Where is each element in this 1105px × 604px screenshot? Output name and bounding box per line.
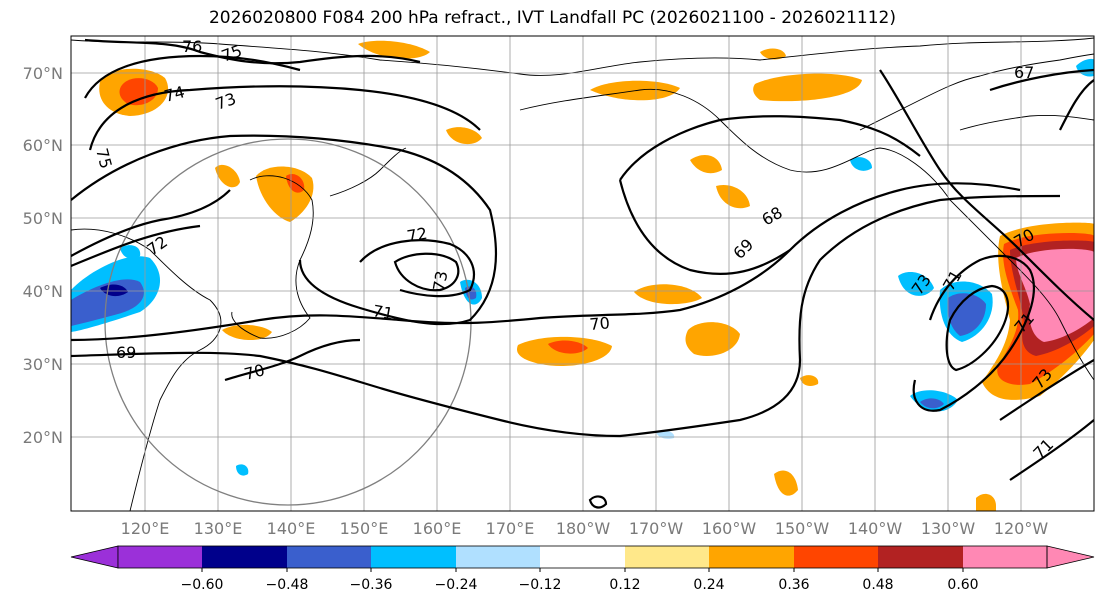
- lat-label: 50°N: [23, 209, 63, 228]
- lon-label: 160°E: [413, 519, 462, 538]
- lon-label: 180°W: [556, 519, 611, 538]
- colorbar-bin: [794, 546, 878, 568]
- lon-label: 130°E: [194, 519, 243, 538]
- lat-label: 20°N: [23, 428, 63, 447]
- map-frame: [70, 35, 1095, 512]
- graticule: [71, 36, 1094, 511]
- contour-label: 76: [182, 37, 202, 56]
- colorbar-tick-label: −0.12: [519, 577, 562, 593]
- colorbar-tick-label: −0.24: [435, 577, 478, 593]
- colorbar-tick-label: −0.48: [266, 577, 309, 593]
- colorbar-bin: [287, 546, 371, 568]
- map-area: 76 75 74 73 75 72 72 73 71 69 70 70 68 6…: [71, 36, 1094, 511]
- contour-label: 74: [162, 82, 187, 106]
- lon-label: 120°E: [121, 519, 170, 538]
- colorbar-ticks: [201, 568, 964, 572]
- lon-label: 150°E: [340, 519, 389, 538]
- contour-label: 71: [371, 301, 394, 323]
- colorbar-bin: [540, 546, 625, 568]
- lat-label: 70°N: [23, 64, 63, 83]
- lon-label: 170°W: [629, 519, 684, 538]
- lon-label: 170°E: [486, 519, 535, 538]
- lat-label: 30°N: [23, 355, 63, 374]
- contour-label: 72: [405, 224, 428, 246]
- contour-lines: [71, 38, 1094, 509]
- coastlines: [71, 37, 1094, 511]
- lon-label: 160°W: [702, 519, 757, 538]
- lat-label: 40°N: [23, 282, 63, 301]
- lon-label: 130°W: [921, 519, 976, 538]
- lat-axis: 70°N 60°N 50°N 40°N 30°N 20°N: [23, 64, 63, 447]
- contour-label: 75: [92, 146, 116, 171]
- colorbar-tick-label: 0.24: [693, 577, 724, 593]
- colorbar-bin: [202, 546, 287, 568]
- colorbar-extend-max: [1046, 545, 1095, 569]
- contour-label: 70: [589, 313, 611, 334]
- colorbar-bin: [878, 546, 963, 568]
- colorbar-tick-label: 0.36: [778, 577, 809, 593]
- lon-label: 150°W: [775, 519, 830, 538]
- colorbar-tick-label: 0.48: [862, 577, 893, 593]
- colorbar-extend-min: [70, 545, 119, 569]
- colorbar-bin: [456, 546, 540, 568]
- lon-label: 140°W: [848, 519, 903, 538]
- contour-label: 67: [1014, 63, 1034, 82]
- map-title: 2026020800 F084 200 hPa refract., IVT La…: [208, 8, 896, 28]
- contour-label: 70: [242, 360, 267, 384]
- lat-label: 60°N: [23, 136, 63, 155]
- lon-label: 120°W: [994, 519, 1049, 538]
- colorbar-outline: [117, 545, 1048, 569]
- colorbar-tick-label: −0.36: [350, 577, 393, 593]
- colorbar-tick-label: −0.60: [181, 577, 224, 593]
- contour-label: 73: [429, 269, 451, 292]
- colorbar-bin: [625, 546, 709, 568]
- colorbar-bin: [709, 546, 794, 568]
- colorbar-bin: [118, 546, 202, 568]
- contour-label: 69: [116, 343, 136, 362]
- colorbar-tick-label: 0.60: [947, 577, 978, 593]
- colorbar-bin: [963, 546, 1047, 568]
- colorbar-tick-label: 0.12: [609, 577, 640, 593]
- lon-label: 140°E: [267, 519, 316, 538]
- lon-axis: 120°E 130°E 140°E 150°E 160°E 170°E 180°…: [121, 519, 1049, 538]
- colorbar-bin: [371, 546, 456, 568]
- colorbar: −0.60 −0.48 −0.36 −0.24 −0.12 0.12 0.24 …: [70, 545, 1095, 593]
